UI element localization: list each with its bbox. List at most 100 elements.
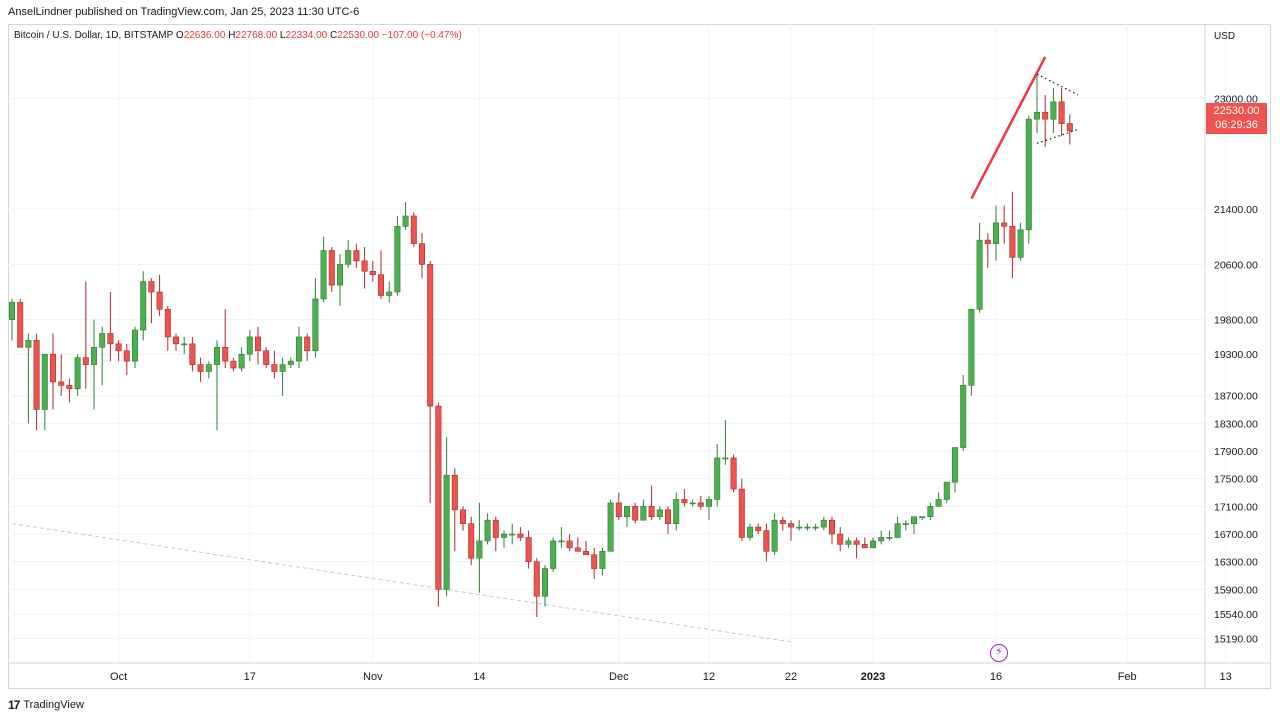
candle-up[interactable] xyxy=(910,516,917,534)
candle-down[interactable] xyxy=(574,537,581,552)
candle-up[interactable] xyxy=(336,253,343,306)
candle-up[interactable] xyxy=(894,516,901,538)
candle-down[interactable] xyxy=(173,333,180,351)
candle-up[interactable] xyxy=(886,530,893,541)
candle-up[interactable] xyxy=(246,330,253,362)
candle-up[interactable] xyxy=(140,271,147,341)
candle-down[interactable] xyxy=(361,247,368,289)
candle-down[interactable] xyxy=(66,378,73,403)
candle-down[interactable] xyxy=(632,502,639,524)
candle-up[interactable] xyxy=(673,492,680,531)
candle-down[interactable] xyxy=(197,357,204,382)
candle-up[interactable] xyxy=(484,513,491,545)
candle-up[interactable] xyxy=(919,516,926,521)
candle-down[interactable] xyxy=(779,516,786,531)
footer-brand[interactable]: 17 TradingView xyxy=(8,698,84,712)
candle-down[interactable] xyxy=(353,243,360,268)
candle-up[interactable] xyxy=(279,357,286,396)
candle-down[interactable] xyxy=(566,534,573,552)
candle-up[interactable] xyxy=(935,492,942,507)
candle-down[interactable] xyxy=(410,212,417,248)
candle-up[interactable] xyxy=(746,523,753,541)
candle-up[interactable] xyxy=(558,527,565,548)
candle-down[interactable] xyxy=(255,326,262,365)
candle-down[interactable] xyxy=(451,468,458,552)
candle-up[interactable] xyxy=(902,520,909,531)
candle-down[interactable] xyxy=(418,233,425,279)
candle-up[interactable] xyxy=(771,513,778,555)
candle-down[interactable] xyxy=(435,402,442,607)
candle-down[interactable] xyxy=(17,298,24,348)
candle-down[interactable] xyxy=(738,478,745,541)
candle-up[interactable] xyxy=(820,516,827,531)
candle-down[interactable] xyxy=(107,292,114,362)
candle-down[interactable] xyxy=(615,492,622,521)
candle-down[interactable] xyxy=(517,527,524,541)
candle-up[interactable] xyxy=(345,240,352,268)
support-line[interactable] xyxy=(11,523,792,643)
candle-down[interactable] xyxy=(853,537,860,559)
candle-up[interactable] xyxy=(599,547,606,576)
candle-down[interactable] xyxy=(828,516,835,545)
candle-down[interactable] xyxy=(730,454,737,493)
candle-down[interactable] xyxy=(525,530,532,569)
candle-down[interactable] xyxy=(837,527,844,552)
candle-up[interactable] xyxy=(295,326,302,369)
candle-up[interactable] xyxy=(722,419,729,465)
candle-down[interactable] xyxy=(33,333,40,431)
candle-up[interactable] xyxy=(623,506,630,528)
candle-up[interactable] xyxy=(960,374,967,452)
candle-up[interactable] xyxy=(500,530,507,548)
price-axis[interactable]: 15190.00 15540.00 15900.00 16300.00 16700.00… xyxy=(1214,93,1258,645)
candle-down[interactable] xyxy=(648,485,655,521)
candle-up[interactable] xyxy=(1050,88,1057,133)
candle-down[interactable] xyxy=(787,520,794,541)
candle-up[interactable] xyxy=(550,537,557,573)
trend-line[interactable] xyxy=(970,56,1047,200)
candle-down[interactable] xyxy=(230,357,237,372)
candle-down[interactable] xyxy=(49,333,56,410)
candle-down[interactable] xyxy=(377,250,384,299)
candle-up[interactable] xyxy=(91,319,98,410)
candle-down[interactable] xyxy=(123,343,130,375)
candle-down[interactable] xyxy=(664,506,671,534)
candle-up[interactable] xyxy=(181,336,188,355)
candle-down[interactable] xyxy=(369,260,376,282)
candle-up[interactable] xyxy=(845,537,852,548)
candle-up[interactable] xyxy=(943,481,950,503)
candle-down[interactable] xyxy=(164,305,171,351)
candle-down[interactable] xyxy=(58,354,65,396)
candle-up[interactable] xyxy=(607,499,614,552)
candle-up[interactable] xyxy=(9,298,16,341)
candle-up[interactable] xyxy=(25,333,32,424)
candle-down[interactable] xyxy=(427,260,434,503)
candle-up[interactable] xyxy=(386,281,393,303)
candle-up[interactable] xyxy=(951,447,958,493)
candle-up[interactable] xyxy=(968,308,975,396)
candle-down[interactable] xyxy=(1066,114,1073,145)
candle-up[interactable] xyxy=(705,495,712,521)
candle-down[interactable] xyxy=(492,516,499,552)
candle-down[interactable] xyxy=(263,347,270,369)
candle-up[interactable] xyxy=(869,537,876,549)
candle-down[interactable] xyxy=(304,333,311,362)
candle-up[interactable] xyxy=(878,530,885,545)
candle-up[interactable] xyxy=(640,499,647,521)
candle-up[interactable] xyxy=(443,437,450,597)
candle-down[interactable] xyxy=(681,489,688,507)
candle-up[interactable] xyxy=(214,340,221,431)
candle-up[interactable] xyxy=(312,278,319,358)
candle-down[interactable] xyxy=(591,547,598,579)
pennant-line[interactable] xyxy=(1036,73,1079,96)
candle-down[interactable] xyxy=(755,523,762,534)
candle-up[interactable] xyxy=(132,326,139,369)
candle-up[interactable] xyxy=(689,499,696,507)
candle-up[interactable] xyxy=(476,502,483,593)
candle-down[interactable] xyxy=(115,340,122,362)
candle-up[interactable] xyxy=(1025,115,1032,244)
candle-up[interactable] xyxy=(74,354,81,396)
candle-down[interactable] xyxy=(189,336,196,372)
candle-down[interactable] xyxy=(459,506,466,531)
candle-down[interactable] xyxy=(533,558,540,617)
